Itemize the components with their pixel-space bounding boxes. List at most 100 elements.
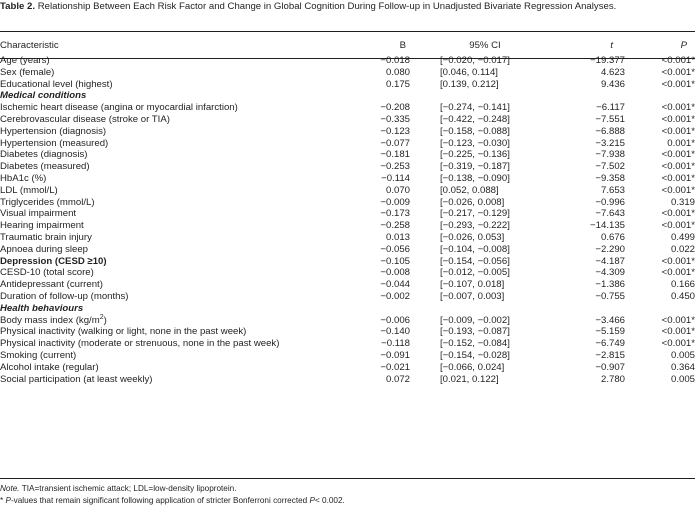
row-ci: [−0.009, −0.002] bbox=[440, 314, 510, 326]
row-label-superscript: 2 bbox=[99, 313, 104, 321]
header-ci: 95% CI bbox=[469, 40, 501, 51]
table-row: Traumatic brain injury 0.013 [−0.026, 0.05… bbox=[0, 232, 695, 244]
row-t: −9.358 bbox=[595, 172, 625, 184]
row-p: <0.001* bbox=[661, 184, 695, 196]
row-characteristic: Diabetes (diagnosis) bbox=[0, 149, 88, 161]
table-row: Sex (female) 0.080 [0.046, 0.114] 4.623 <0.0… bbox=[0, 67, 695, 79]
row-characteristic: Apnoea during sleep bbox=[0, 243, 89, 255]
table-row: HbA1c (%) −0.114 [−0.138, −0.090] −9.358 <0.… bbox=[0, 173, 695, 185]
row-label-end: ) bbox=[103, 314, 107, 326]
table-row: Visual impairment −0.173 [−0.217, −0.129] −… bbox=[0, 208, 695, 220]
top-rule bbox=[0, 31, 695, 32]
results-table: Characteristic B 95% CI t P Age (years) −… bbox=[0, 36, 695, 385]
row-t: 2.780 bbox=[600, 373, 625, 385]
row-p: <0.001* bbox=[661, 55, 695, 66]
row-b: 0.013 bbox=[385, 231, 410, 243]
table-row: Hypertension (measured) −0.077 [−0.123, −0… bbox=[0, 138, 695, 150]
header-row: Characteristic B 95% CI t P bbox=[0, 36, 695, 55]
row-ci: [−0.193, −0.087] bbox=[440, 326, 510, 338]
table-row: Age (years) −0.018 [−0.020, −0.017] −19.377… bbox=[0, 55, 695, 67]
row-b: −0.258 bbox=[380, 220, 410, 232]
row-characteristic: Diabetes (measured) bbox=[0, 161, 90, 173]
row-ci: [0.021, 0.122] bbox=[440, 373, 499, 385]
row-characteristic: Triglycerides (mmol/L) bbox=[0, 196, 95, 208]
bottom-rule bbox=[0, 478, 695, 479]
row-p: 0.005 bbox=[670, 349, 695, 361]
row-t: 0.676 bbox=[600, 231, 625, 243]
row-b: −0.208 bbox=[380, 102, 410, 114]
table-row: Alcohol intake (regular) −0.021 [−0.066, 0… bbox=[0, 362, 695, 374]
row-t: −4.187 bbox=[595, 255, 625, 267]
row-p: 0.001* bbox=[667, 137, 695, 149]
table-row: Physical inactivity (walking or light, n… bbox=[0, 326, 695, 338]
table-title: Relationship Between Each Risk Factor an… bbox=[37, 1, 617, 12]
row-t: −1.386 bbox=[595, 279, 625, 291]
row-ci: [−0.422, −0.248] bbox=[440, 113, 510, 125]
row-t: −4.309 bbox=[595, 267, 625, 279]
row-b: −0.009 bbox=[380, 196, 410, 208]
note-text: TIA=transient ischemic attack; LDL=low-d… bbox=[19, 484, 237, 493]
row-p: <0.001* bbox=[661, 66, 695, 78]
row-b: −0.105 bbox=[380, 255, 410, 267]
row-p: 0.364 bbox=[670, 361, 695, 373]
row-t: −7.551 bbox=[595, 113, 625, 125]
row-b: −0.044 bbox=[380, 279, 410, 291]
row-b: −0.173 bbox=[380, 208, 410, 220]
row-ci: [−0.123, −0.030] bbox=[440, 137, 510, 149]
row-t: −6.117 bbox=[596, 102, 625, 114]
section-label: Health behaviours bbox=[0, 302, 84, 314]
row-p: <0.001* bbox=[661, 172, 695, 184]
row-t: −3.215 bbox=[595, 137, 625, 149]
section-header-row: Medical conditions bbox=[0, 90, 695, 102]
row-t: −6.888 bbox=[595, 125, 625, 137]
row-characteristic: Body mass index (kg/m2) bbox=[0, 313, 340, 327]
table-notes: Note. TIA=transient ischemic attack; LDL… bbox=[0, 483, 695, 507]
table-row: Body mass index (kg/m2) −0.006 [−0.009, −0… bbox=[0, 313, 695, 327]
note-label: Note. bbox=[0, 484, 20, 493]
row-ci: [−0.026, 0.008] bbox=[440, 196, 505, 208]
row-p: 0.166 bbox=[670, 279, 695, 291]
header-p: P bbox=[680, 40, 687, 51]
row-ci: [−0.138, −0.090] bbox=[440, 172, 510, 184]
row-p: <0.001* bbox=[661, 161, 695, 173]
table-label: Table 2. bbox=[0, 1, 36, 12]
row-t: −6.749 bbox=[595, 338, 625, 350]
footnote-line: * P-values that remain significant follo… bbox=[0, 495, 695, 507]
row-characteristic: Alcohol intake (regular) bbox=[0, 361, 99, 373]
header-characteristic: Characteristic bbox=[0, 40, 59, 51]
row-t: 9.436 bbox=[600, 78, 625, 90]
row-ci: [−0.154, −0.028] bbox=[440, 349, 510, 361]
table-row: Hypertension (diagnosis) −0.123 [−0.158, −… bbox=[0, 126, 695, 138]
row-b: 0.080 bbox=[385, 66, 410, 78]
row-b: 0.175 bbox=[385, 78, 410, 90]
row-b: −0.181 bbox=[380, 149, 410, 161]
row-t: −14.135 bbox=[590, 220, 625, 232]
header-t: t bbox=[610, 40, 613, 51]
row-characteristic: Antidepressant (current) bbox=[0, 279, 103, 291]
row-t: 7.653 bbox=[600, 184, 625, 196]
table-row: Diabetes (diagnosis) −0.181 [−0.225, −0.13… bbox=[0, 149, 695, 161]
row-ci: [−0.107, 0.018] bbox=[440, 279, 505, 291]
row-b: −0.091 bbox=[380, 349, 410, 361]
row-b: 0.070 bbox=[385, 184, 410, 196]
row-t: −2.815 bbox=[595, 349, 625, 361]
row-ci: [−0.104, −0.008] bbox=[440, 243, 510, 255]
row-t: −7.643 bbox=[595, 208, 625, 220]
row-b: −0.056 bbox=[380, 243, 410, 255]
row-p: <0.001* bbox=[661, 208, 695, 220]
row-t: −7.502 bbox=[595, 161, 625, 173]
row-b: −0.008 bbox=[380, 267, 410, 279]
row-b: −0.114 bbox=[381, 172, 410, 184]
row-ci: [−0.020, −0.017] bbox=[440, 55, 510, 66]
table-row: Antidepressant (current) −0.044 [−0.107, 0… bbox=[0, 279, 695, 291]
table-body: Age (years) −0.018 [−0.020, −0.017] −19.377… bbox=[0, 55, 695, 385]
row-p: <0.001* bbox=[661, 125, 695, 137]
row-b: −0.018 bbox=[380, 55, 410, 66]
row-ci: [−0.225, −0.136] bbox=[440, 149, 510, 161]
header-b: B bbox=[399, 40, 406, 51]
row-t: −0.907 bbox=[595, 361, 625, 373]
row-t: 4.623 bbox=[600, 66, 625, 78]
row-ci: [0.052, 0.088] bbox=[440, 184, 499, 196]
row-characteristic: CESD-10 (total score) bbox=[0, 267, 94, 279]
row-p: <0.001* bbox=[661, 149, 695, 161]
